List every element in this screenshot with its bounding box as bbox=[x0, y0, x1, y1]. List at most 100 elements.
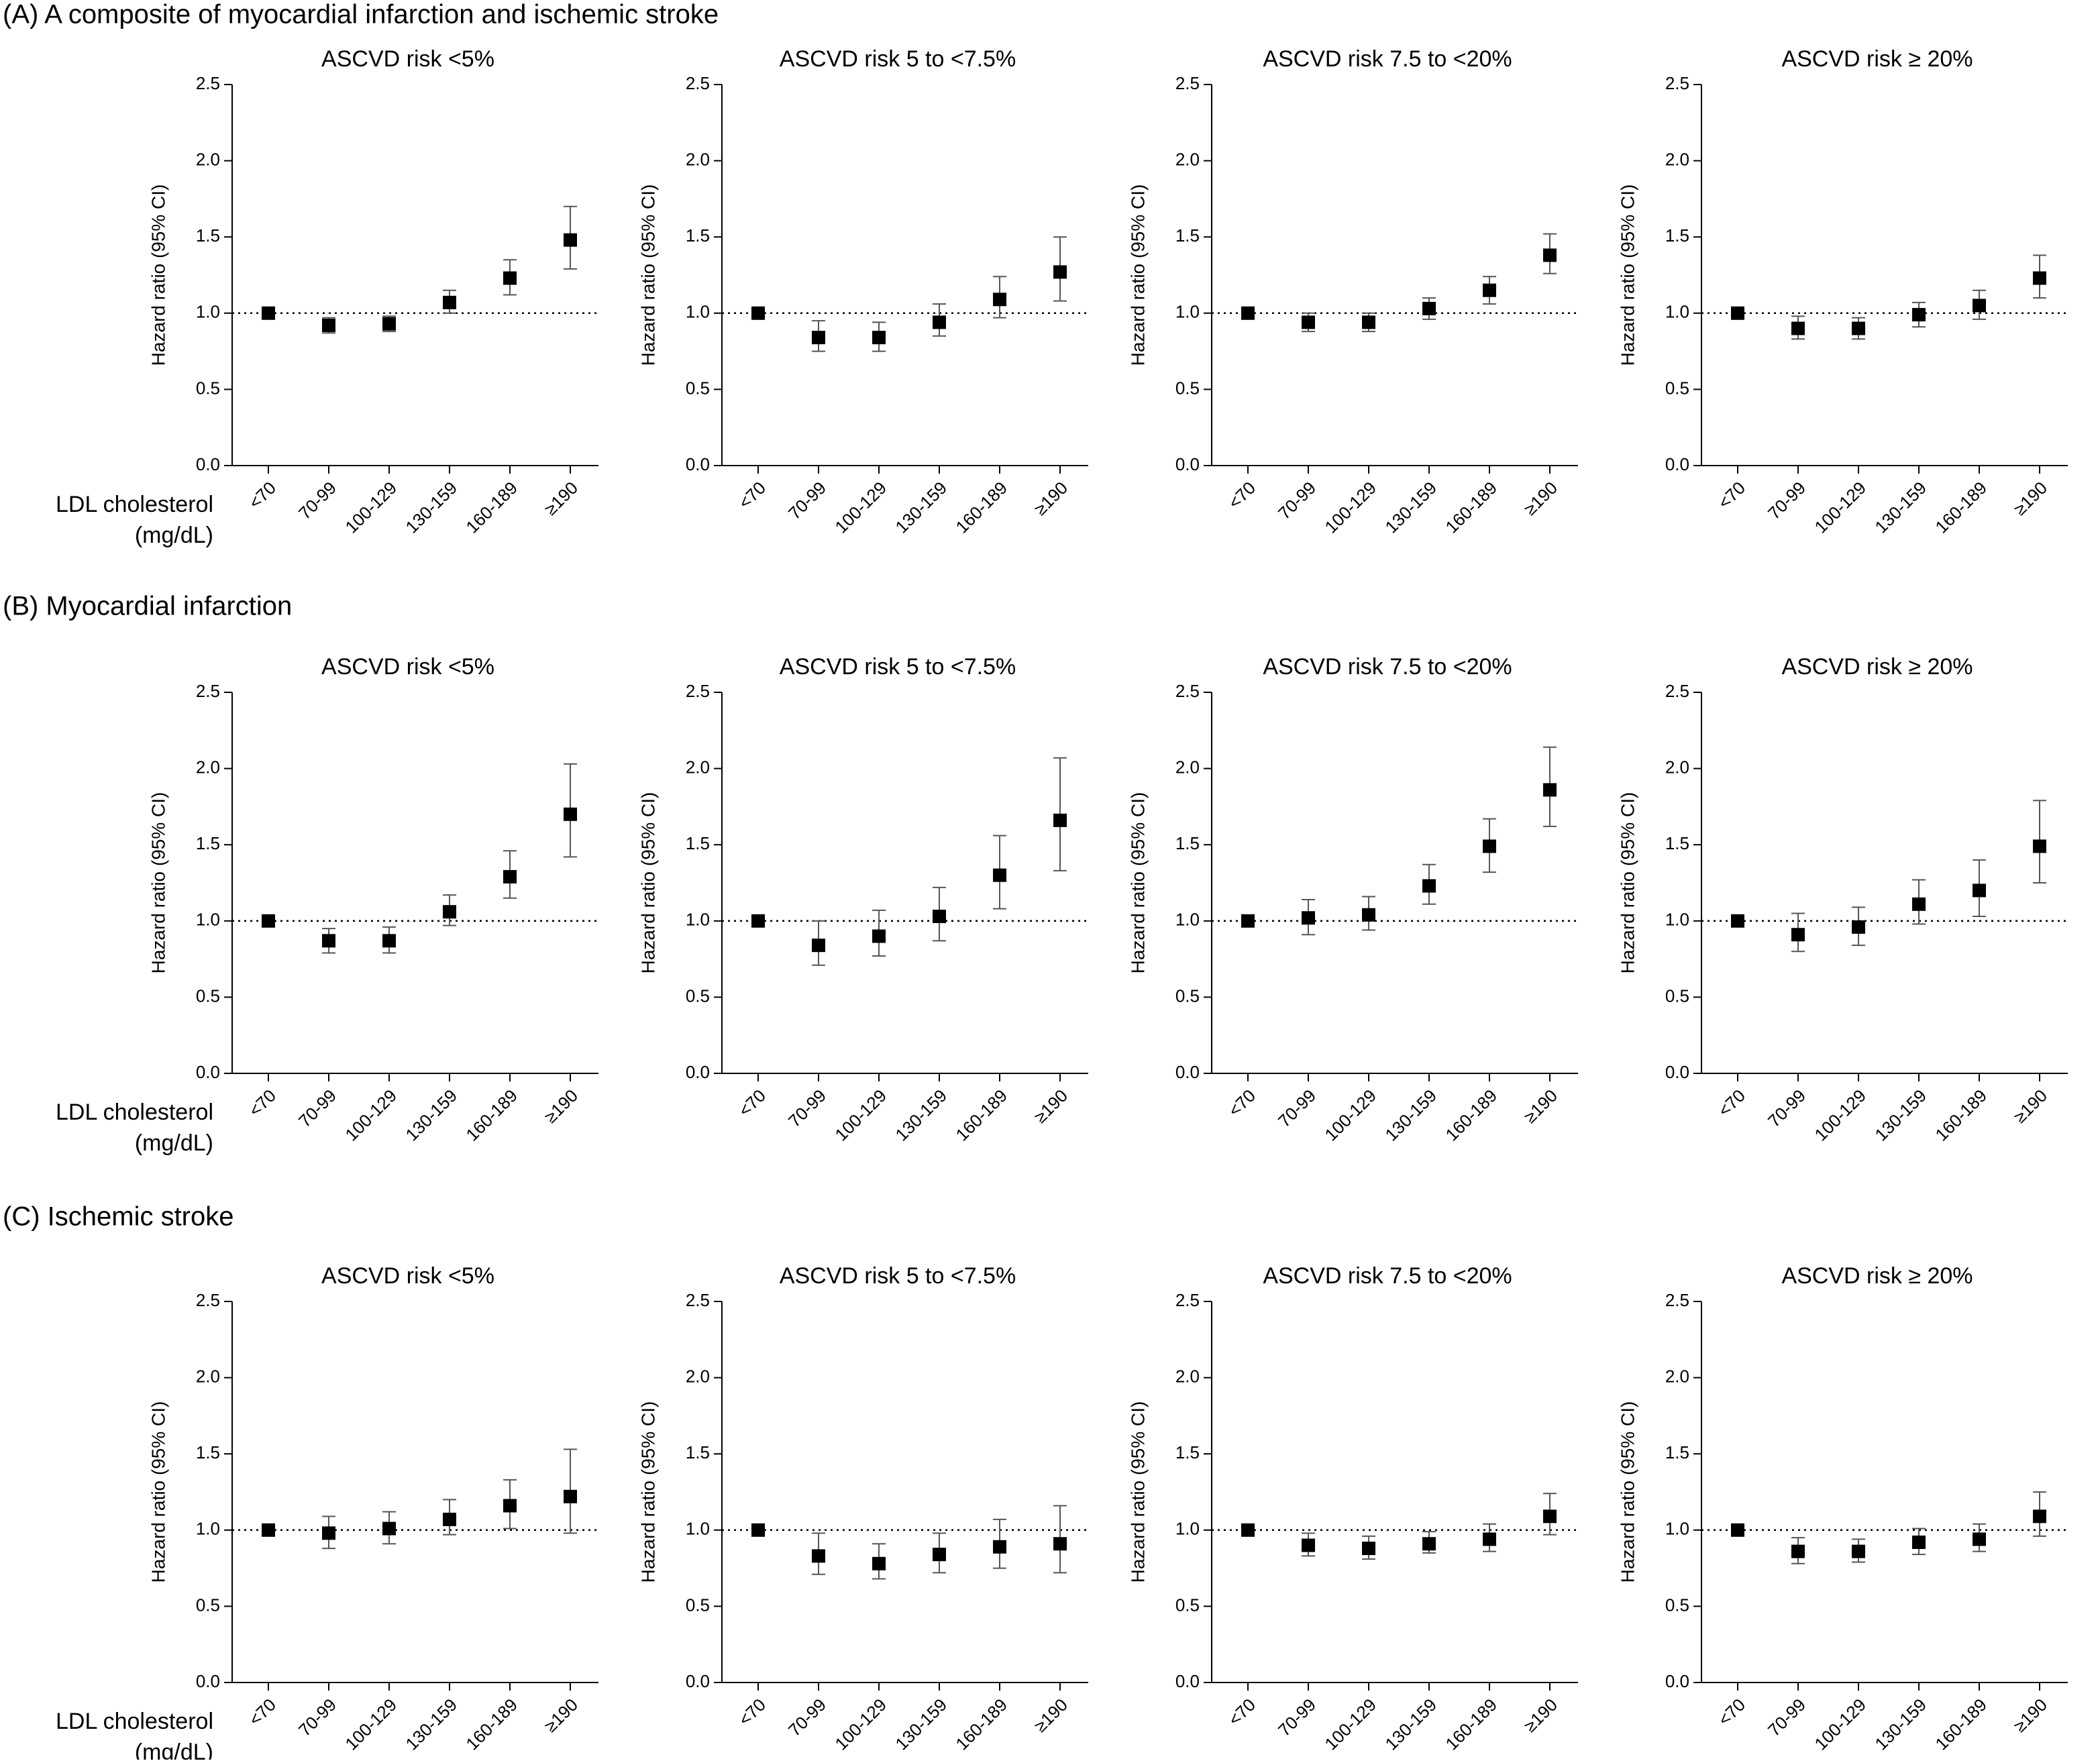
x-tick-label: ≥190 bbox=[540, 1085, 582, 1127]
x-tick-label: 70-99 bbox=[784, 1695, 830, 1740]
y-tick-label: 2.0 bbox=[1175, 1366, 1200, 1386]
y-tick-label: 1.5 bbox=[196, 1442, 220, 1462]
y-axis-label: Hazard ratio (95% CI) bbox=[148, 184, 168, 366]
x-tick-label: 100-129 bbox=[1810, 1085, 1870, 1145]
x-tick-label: ≥190 bbox=[1520, 478, 1561, 519]
x-tick-label: <70 bbox=[735, 1695, 770, 1729]
y-tick-label: 1.0 bbox=[1175, 302, 1200, 322]
y-tick-label: 0.0 bbox=[686, 1671, 710, 1691]
y-tick-label: 2.5 bbox=[196, 1290, 220, 1310]
x-tick-label: <70 bbox=[1224, 478, 1259, 513]
chart-title: ASCVD risk <5% bbox=[321, 1263, 494, 1289]
x-tick-label: 70-99 bbox=[1274, 1085, 1320, 1131]
x-tick-label: 160-189 bbox=[462, 478, 521, 537]
y-tick-label: 2.0 bbox=[1175, 149, 1200, 169]
x-tick-label: 160-189 bbox=[462, 1695, 521, 1754]
y-tick-label: 1.5 bbox=[1175, 833, 1200, 853]
y-tick-label: 1.0 bbox=[1665, 1519, 1689, 1539]
marker bbox=[1362, 315, 1375, 329]
y-tick-label: 0.0 bbox=[686, 1062, 710, 1082]
chart-title: ASCVD risk 5 to <7.5% bbox=[780, 46, 1016, 72]
marker bbox=[993, 292, 1006, 307]
marker bbox=[382, 317, 396, 331]
marker bbox=[812, 331, 825, 345]
x-tick-label: 100-129 bbox=[1320, 1695, 1380, 1754]
y-tick-label: 1.5 bbox=[686, 1442, 710, 1462]
x-tick-label: 70-99 bbox=[295, 1695, 340, 1740]
marker bbox=[1912, 308, 1926, 322]
x-tick-label: 70-99 bbox=[1274, 1695, 1320, 1740]
chart-title: ASCVD risk 5 to <7.5% bbox=[780, 654, 1016, 680]
marker bbox=[751, 1523, 765, 1537]
x-tick-label: <70 bbox=[1714, 478, 1749, 513]
x-axis-label: (mg/dL) bbox=[135, 523, 213, 548]
y-tick-label: 2.5 bbox=[1175, 1290, 1200, 1310]
section-title: (C) Ischemic stroke bbox=[3, 1202, 234, 1232]
marker bbox=[564, 807, 577, 821]
chart-title: ASCVD risk ≥ 20% bbox=[1781, 46, 1973, 72]
y-tick-label: 1.5 bbox=[686, 833, 710, 853]
y-tick-label: 0.0 bbox=[196, 1062, 220, 1082]
y-tick-label: 0.5 bbox=[686, 1595, 710, 1615]
chart-title: ASCVD risk ≥ 20% bbox=[1781, 654, 1973, 680]
marker bbox=[872, 929, 886, 943]
marker bbox=[993, 868, 1006, 882]
marker bbox=[751, 914, 765, 928]
marker bbox=[564, 233, 577, 247]
marker bbox=[1483, 839, 1496, 853]
x-tick-label: 100-129 bbox=[831, 1085, 890, 1145]
marker bbox=[322, 318, 335, 332]
marker bbox=[1543, 783, 1557, 797]
y-tick-label: 0.5 bbox=[1175, 378, 1200, 398]
marker bbox=[564, 1489, 577, 1503]
x-tick-label: 160-189 bbox=[1931, 1695, 1991, 1754]
x-tick-label: 130-159 bbox=[891, 1695, 951, 1754]
x-tick-label: ≥190 bbox=[540, 478, 582, 519]
y-tick-label: 1.0 bbox=[1175, 910, 1200, 930]
marker bbox=[1241, 306, 1255, 320]
y-tick-label: 1.0 bbox=[196, 302, 220, 322]
section-title: (B) Myocardial infarction bbox=[3, 592, 292, 621]
y-tick-label: 1.5 bbox=[1175, 1442, 1200, 1462]
marker bbox=[1362, 908, 1375, 922]
x-tick-label: 160-189 bbox=[1441, 1085, 1501, 1145]
x-tick-label: 160-189 bbox=[951, 1085, 1011, 1145]
x-tick-label: 100-129 bbox=[831, 1695, 890, 1754]
y-axis-label: Hazard ratio (95% CI) bbox=[1617, 792, 1638, 974]
chart-title: ASCVD risk ≥ 20% bbox=[1781, 1263, 1973, 1289]
x-tick-label: 160-189 bbox=[1931, 1085, 1991, 1145]
x-tick-label: <70 bbox=[245, 478, 280, 513]
marker bbox=[1422, 879, 1436, 893]
y-tick-label: 0.5 bbox=[1665, 378, 1689, 398]
marker bbox=[2033, 1509, 2046, 1524]
x-tick-label: 100-129 bbox=[1320, 478, 1380, 537]
marker bbox=[993, 1540, 1006, 1554]
marker bbox=[1543, 1509, 1557, 1524]
y-axis-label: Hazard ratio (95% CI) bbox=[637, 792, 658, 974]
x-tick-label: 160-189 bbox=[1441, 1695, 1501, 1754]
y-tick-label: 0.5 bbox=[1665, 985, 1689, 1006]
x-tick-label: 100-129 bbox=[1810, 1695, 1870, 1754]
y-tick-label: 1.5 bbox=[196, 225, 220, 246]
y-tick-label: 1.0 bbox=[1665, 910, 1689, 930]
marker bbox=[503, 1499, 517, 1513]
x-tick-label: ≥190 bbox=[1030, 1085, 1071, 1127]
marker bbox=[1973, 299, 1986, 313]
x-tick-label: 130-159 bbox=[1381, 1695, 1440, 1754]
y-tick-label: 0.0 bbox=[196, 1671, 220, 1691]
y-tick-label: 1.0 bbox=[686, 1519, 710, 1539]
x-tick-label: 130-159 bbox=[891, 478, 951, 537]
x-tick-label: 130-159 bbox=[1871, 1695, 1930, 1754]
marker bbox=[933, 1548, 946, 1562]
y-tick-label: 2.5 bbox=[686, 73, 710, 93]
marker bbox=[1483, 1532, 1496, 1546]
marker bbox=[1422, 301, 1436, 315]
y-tick-label: 2.5 bbox=[686, 1290, 710, 1310]
y-tick-label: 2.5 bbox=[1665, 73, 1689, 93]
marker bbox=[1241, 914, 1255, 928]
marker bbox=[1302, 315, 1315, 329]
y-tick-label: 2.0 bbox=[686, 1366, 710, 1386]
marker bbox=[262, 1523, 275, 1537]
y-tick-label: 0.0 bbox=[686, 454, 710, 474]
